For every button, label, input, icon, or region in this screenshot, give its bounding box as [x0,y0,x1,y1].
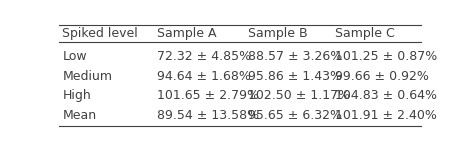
Text: 101.25 ± 0.87%: 101.25 ± 0.87% [335,50,437,63]
Text: 95.65 ± 6.32%: 95.65 ± 6.32% [248,109,341,122]
Text: 89.54 ± 13.58%: 89.54 ± 13.58% [157,109,259,122]
Text: 99.66 ± 0.92%: 99.66 ± 0.92% [335,70,429,83]
Text: 94.64 ± 1.68%: 94.64 ± 1.68% [157,70,250,83]
Text: Mean: Mean [62,109,97,122]
Text: 102.50 ± 1.17%: 102.50 ± 1.17% [248,89,350,102]
Text: 72.32 ± 4.85%: 72.32 ± 4.85% [157,50,251,63]
Text: Medium: Medium [62,70,112,83]
Text: Sample A: Sample A [157,27,216,40]
Text: Sample C: Sample C [335,27,394,40]
Text: Low: Low [62,50,87,63]
Text: High: High [62,89,91,102]
Text: 88.57 ± 3.26%: 88.57 ± 3.26% [248,50,342,63]
Text: 95.86 ± 1.43%: 95.86 ± 1.43% [248,70,341,83]
Text: Spiked level: Spiked level [62,27,138,40]
Text: Sample B: Sample B [248,27,307,40]
Text: 101.65 ± 2.79%: 101.65 ± 2.79% [157,89,259,102]
Text: 101.91 ± 2.40%: 101.91 ± 2.40% [335,109,437,122]
Text: 104.83 ± 0.64%: 104.83 ± 0.64% [335,89,437,102]
